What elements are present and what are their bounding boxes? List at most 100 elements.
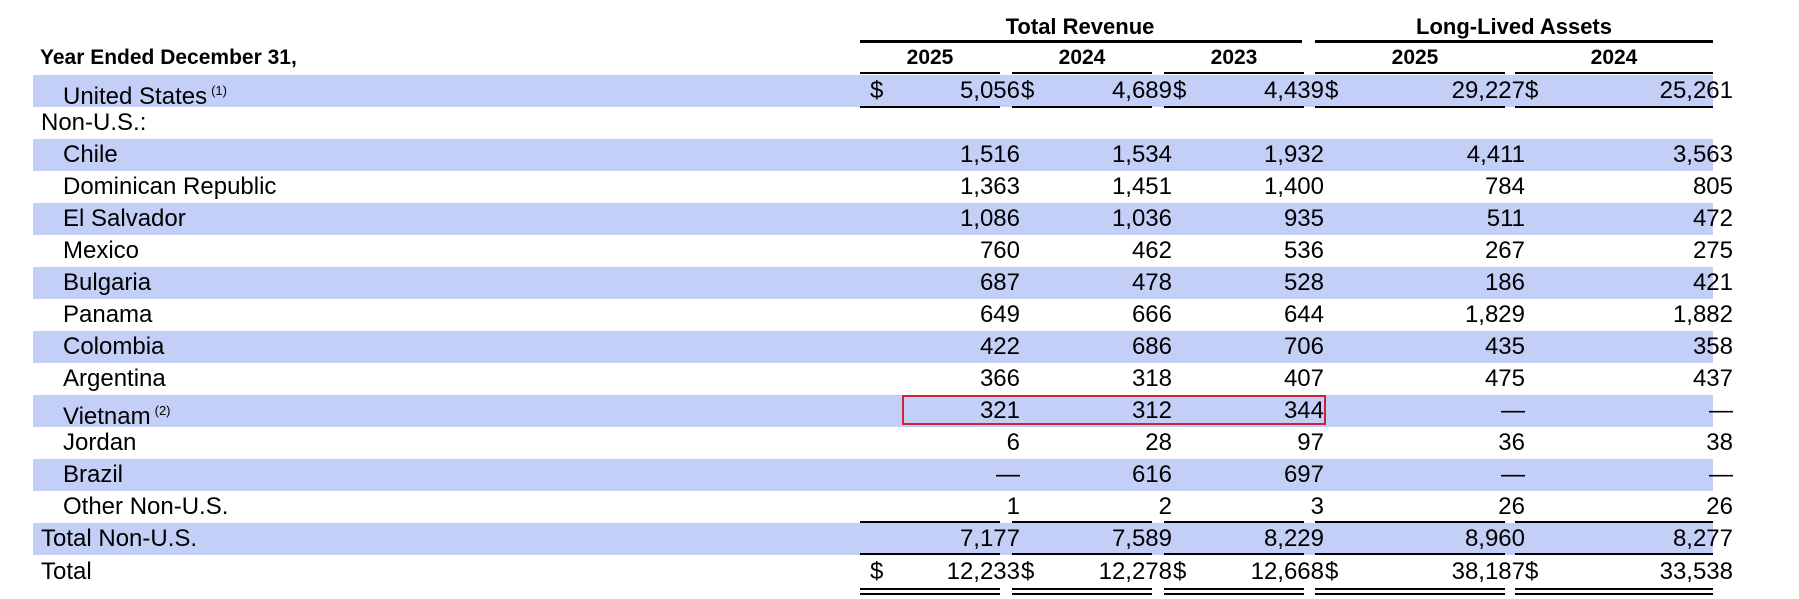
dollar-sign: $: [870, 77, 884, 104]
table-row-united-states: United States (1) $ 5,056 $ 4,689 $ 4,439…: [33, 75, 1733, 110]
cell-assets-2025: 4,411: [1466, 141, 1525, 168]
cell-assets-2024: 1,882: [1672, 301, 1733, 328]
row-label: Vietnam (2): [63, 403, 171, 430]
cell-rev-2024: 666: [1131, 301, 1172, 328]
cell-rev-2024: 1,534: [1111, 141, 1172, 168]
dollar-sign: $: [1173, 77, 1187, 104]
cell-rev-2025: 422: [979, 333, 1020, 360]
cell-rev-2024: 616: [1131, 461, 1172, 488]
row-label: Total Non-U.S.: [41, 525, 198, 552]
cell-rev-2023: 8,229: [1263, 525, 1324, 552]
cell-rev-2023: 1,400: [1263, 173, 1324, 200]
table-row-el-salvador: El Salvador 1,086 1,036 935 511 472: [33, 203, 1733, 235]
total-double-rule: [860, 588, 1000, 595]
table-row-argentina: Argentina 366 318 407 475 437: [33, 363, 1733, 395]
cell-rev-2023: 528: [1283, 269, 1324, 296]
table-row-panama: Panama 649 666 644 1,829 1,882: [33, 299, 1733, 331]
row-label: Other Non-U.S.: [63, 493, 229, 520]
year-header-assets-2025: 2025: [1391, 46, 1439, 69]
year-header-rev-2023: 2023: [1210, 46, 1258, 69]
cell-rev-2025: 687: [979, 269, 1020, 296]
cell-rev-2024: 1,036: [1111, 205, 1172, 232]
table-row-bulgaria: Bulgaria 687 478 528 186 421: [33, 267, 1733, 299]
cell-rev-2024: 7,589: [1111, 525, 1172, 552]
cell-rev-2024: 4,689: [1111, 77, 1172, 104]
cell-assets-2024: 805: [1692, 173, 1733, 200]
cell-rev-2025: 1,363: [959, 173, 1020, 200]
section-header-non-us: Non-U.S.:: [33, 107, 1713, 139]
total-revenue-header: Total Revenue: [1005, 14, 1155, 39]
cell-assets-2024: 421: [1692, 269, 1733, 296]
cell-rev-2024: 2: [1158, 493, 1172, 520]
cell-rev-2023: 3: [1310, 493, 1324, 520]
cell-assets-2025: 1,829: [1464, 301, 1525, 328]
row-label: Panama: [63, 301, 153, 328]
cell-rev-2024: 686: [1131, 333, 1172, 360]
year-header-assets-2024: 2024: [1590, 46, 1638, 69]
total-double-rule: [1012, 588, 1152, 595]
cell-assets-2025: 8,960: [1464, 525, 1525, 552]
cell-rev-2023: 935: [1283, 205, 1324, 232]
cell-rev-2023: 644: [1283, 301, 1324, 328]
cell-rev-2023: 706: [1283, 333, 1324, 360]
cell-rev-2025: 649: [979, 301, 1020, 328]
cell-assets-2024: 33,538: [1659, 558, 1733, 585]
row-label: Dominican Republic: [63, 173, 277, 200]
table-row-brazil: Brazil — 616 697 — —: [33, 459, 1733, 491]
row-label: Argentina: [63, 365, 166, 392]
row-label: Colombia: [63, 333, 165, 360]
table-row-chile: Chile 1,516 1,534 1,932 4,411 3,563: [33, 139, 1733, 171]
row-label: Mexico: [63, 237, 140, 264]
cell-assets-2025: 475: [1484, 365, 1525, 392]
cell-rev-2025: 760: [979, 237, 1020, 264]
dollar-sign: $: [1021, 77, 1035, 104]
cell-assets-2025: 38,187: [1451, 558, 1525, 585]
cell-assets-2025: —: [1501, 461, 1525, 488]
cell-rev-2023: 97: [1297, 429, 1324, 456]
table-row-colombia: Colombia 422 686 706 435 358: [33, 331, 1733, 363]
cell-rev-2024: 1,451: [1111, 173, 1172, 200]
dollar-sign: $: [1325, 558, 1339, 585]
cell-rev-2023: 536: [1283, 237, 1324, 264]
cell-assets-2024: 3,563: [1672, 141, 1733, 168]
row-label: Non-U.S.:: [41, 109, 147, 136]
row-label: Brazil: [63, 461, 124, 488]
cell-assets-2024: 358: [1692, 333, 1733, 360]
cell-assets-2024: —: [1709, 461, 1733, 488]
cell-rev-2025: 5,056: [959, 77, 1020, 104]
row-label: Bulgaria: [63, 269, 152, 296]
highlight-box: [902, 395, 1326, 425]
cell-assets-2024: 8,277: [1672, 525, 1733, 552]
row-label: El Salvador: [63, 205, 186, 232]
cell-rev-2023: 407: [1283, 365, 1324, 392]
cell-rev-2024: 312: [1131, 397, 1172, 424]
cell-rev-2023: 4,439: [1263, 77, 1324, 104]
cell-rev-2023: 344: [1283, 397, 1324, 424]
cell-assets-2024: —: [1709, 397, 1733, 424]
cell-rev-2025: 6: [1006, 429, 1020, 456]
total-revenue-header-rule: [860, 40, 1302, 43]
dollar-sign: $: [1021, 558, 1035, 585]
row-label: Total: [41, 558, 92, 585]
table-row-jordan: Jordan 6 28 97 36 38: [33, 427, 1733, 459]
cell-assets-2025: 29,227: [1451, 77, 1525, 104]
cell-rev-2025: 1: [1006, 493, 1020, 520]
cell-rev-2025: 321: [979, 397, 1020, 424]
long-lived-assets-header-rule: [1315, 40, 1713, 43]
cell-assets-2025: 435: [1484, 333, 1525, 360]
cell-rev-2025: —: [996, 461, 1020, 488]
cell-assets-2025: 267: [1484, 237, 1525, 264]
table-row-other-non-us: Other Non-U.S. 1 2 3 26 26: [33, 491, 1733, 523]
dollar-sign: $: [1525, 77, 1539, 104]
cell-rev-2025: 12,233: [946, 558, 1020, 585]
cell-assets-2024: 38: [1706, 429, 1733, 456]
cell-assets-2024: 26: [1706, 493, 1733, 520]
cell-assets-2024: 275: [1692, 237, 1733, 264]
cell-assets-2024: 25,261: [1659, 77, 1733, 104]
dollar-sign: $: [1525, 558, 1539, 585]
table-row-mexico: Mexico 760 462 536 267 275: [33, 235, 1733, 267]
cell-assets-2025: 784: [1484, 173, 1525, 200]
row-label: Jordan: [63, 429, 137, 456]
cell-rev-2025: 1,516: [959, 141, 1020, 168]
